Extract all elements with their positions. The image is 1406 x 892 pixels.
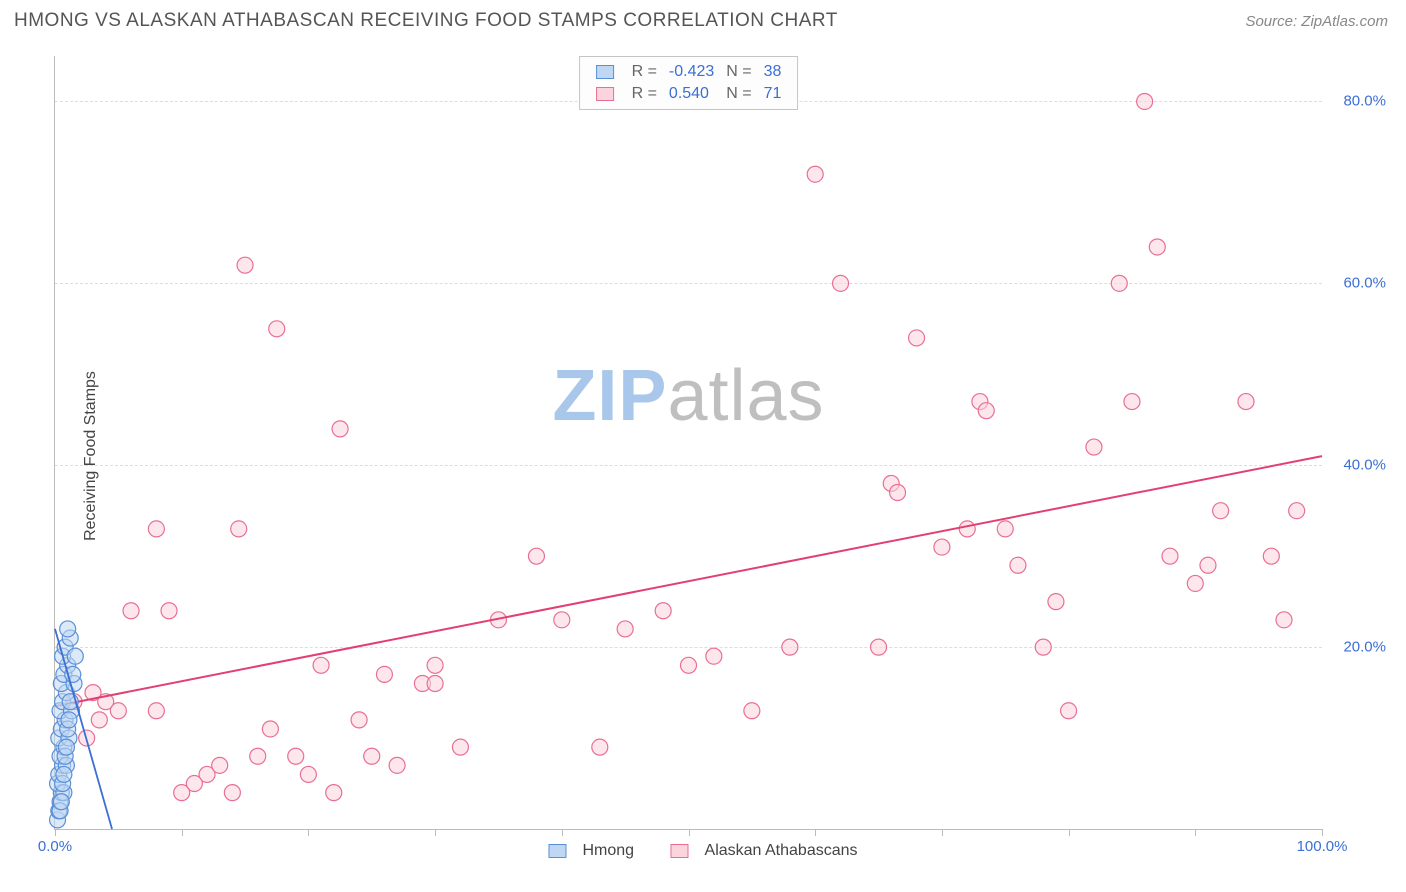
y-tick-label: 60.0%: [1343, 275, 1386, 292]
data-point: [909, 330, 925, 346]
data-point: [554, 612, 570, 628]
legend-item-hmong: Hmong: [540, 842, 642, 859]
data-point: [1200, 557, 1216, 573]
r-value-hmong: -0.423: [663, 61, 720, 83]
r-value-athabascan: 0.540: [663, 83, 720, 105]
data-point: [224, 785, 240, 801]
swatch-athabascan: [671, 844, 689, 858]
data-point: [1213, 503, 1229, 519]
chart-header: HMONG VS ALASKAN ATHABASCAN RECEIVING FO…: [0, 0, 1406, 38]
data-point: [1276, 612, 1292, 628]
data-point: [807, 166, 823, 182]
data-point: [997, 521, 1013, 537]
data-point: [110, 703, 126, 719]
data-point: [364, 748, 380, 764]
n-value-hmong: 38: [758, 61, 788, 83]
data-point: [262, 721, 278, 737]
data-point: [1162, 548, 1178, 564]
data-point: [58, 739, 74, 755]
data-point: [934, 539, 950, 555]
data-point: [706, 648, 722, 664]
data-point: [1010, 557, 1026, 573]
swatch-hmong: [596, 65, 614, 79]
data-point: [300, 766, 316, 782]
data-point: [67, 648, 83, 664]
data-point: [313, 657, 329, 673]
data-point: [60, 621, 76, 637]
data-point: [833, 275, 849, 291]
data-point: [1124, 394, 1140, 410]
data-point: [148, 703, 164, 719]
data-point: [1187, 575, 1203, 591]
data-point: [1137, 93, 1153, 109]
data-point: [250, 748, 266, 764]
data-point: [326, 785, 342, 801]
data-point: [332, 421, 348, 437]
data-point: [61, 712, 77, 728]
y-tick-label: 80.0%: [1343, 93, 1386, 110]
data-point: [617, 621, 633, 637]
swatch-hmong: [548, 844, 566, 858]
r-label: R =: [626, 61, 663, 83]
data-point: [53, 794, 69, 810]
n-value-athabascan: 71: [758, 83, 788, 105]
r-label: R =: [626, 83, 663, 105]
chart-title: HMONG VS ALASKAN ATHABASCAN RECEIVING FO…: [14, 10, 838, 32]
data-point: [56, 766, 72, 782]
data-point: [978, 403, 994, 419]
data-point: [744, 703, 760, 719]
data-point: [1263, 548, 1279, 564]
data-point: [427, 675, 443, 691]
data-point: [1111, 275, 1127, 291]
data-point: [351, 712, 367, 728]
data-point: [123, 603, 139, 619]
n-label: N =: [720, 61, 757, 83]
data-point: [91, 712, 107, 728]
data-point: [231, 521, 247, 537]
data-point: [782, 639, 798, 655]
data-point: [161, 603, 177, 619]
source-attribution: Source: ZipAtlas.com: [1245, 13, 1388, 30]
data-point: [871, 639, 887, 655]
data-point: [212, 757, 228, 773]
n-label: N =: [720, 83, 757, 105]
plot-area: ZIPatlas R = -0.423 N = 38 R = 0.540 N =…: [54, 56, 1322, 830]
data-point: [148, 521, 164, 537]
data-point: [288, 748, 304, 764]
data-point: [1035, 639, 1051, 655]
data-point: [1086, 439, 1102, 455]
y-tick-label: 20.0%: [1343, 639, 1386, 656]
series-legend: Hmong Alaskan Athabascans: [532, 842, 873, 860]
stats-row-athabascan: R = 0.540 N = 71: [590, 83, 788, 105]
data-point: [592, 739, 608, 755]
scatter-svg: [55, 56, 1322, 829]
data-point: [1048, 594, 1064, 610]
x-tick-label: 100.0%: [1297, 838, 1348, 855]
data-point: [1149, 239, 1165, 255]
data-point: [427, 657, 443, 673]
data-point: [959, 521, 975, 537]
stats-legend: R = -0.423 N = 38 R = 0.540 N = 71: [579, 56, 799, 110]
data-point: [1238, 394, 1254, 410]
data-point: [186, 776, 202, 792]
data-point: [681, 657, 697, 673]
data-point: [389, 757, 405, 773]
data-point: [1061, 703, 1077, 719]
data-point: [452, 739, 468, 755]
y-tick-label: 40.0%: [1343, 457, 1386, 474]
stats-row-hmong: R = -0.423 N = 38: [590, 61, 788, 83]
legend-item-athabascan: Alaskan Athabascans: [663, 842, 866, 859]
data-point: [655, 603, 671, 619]
data-point: [1289, 503, 1305, 519]
data-point: [237, 257, 253, 273]
swatch-athabascan: [596, 87, 614, 101]
data-point: [376, 666, 392, 682]
legend-label-athabascan: Alaskan Athabascans: [705, 842, 858, 859]
x-tick-label: 0.0%: [38, 838, 72, 855]
chart-container: Receiving Food Stamps ZIPatlas R = -0.42…: [14, 48, 1392, 864]
legend-label-hmong: Hmong: [582, 842, 634, 859]
data-point: [528, 548, 544, 564]
data-point: [269, 321, 285, 337]
data-point: [890, 485, 906, 501]
